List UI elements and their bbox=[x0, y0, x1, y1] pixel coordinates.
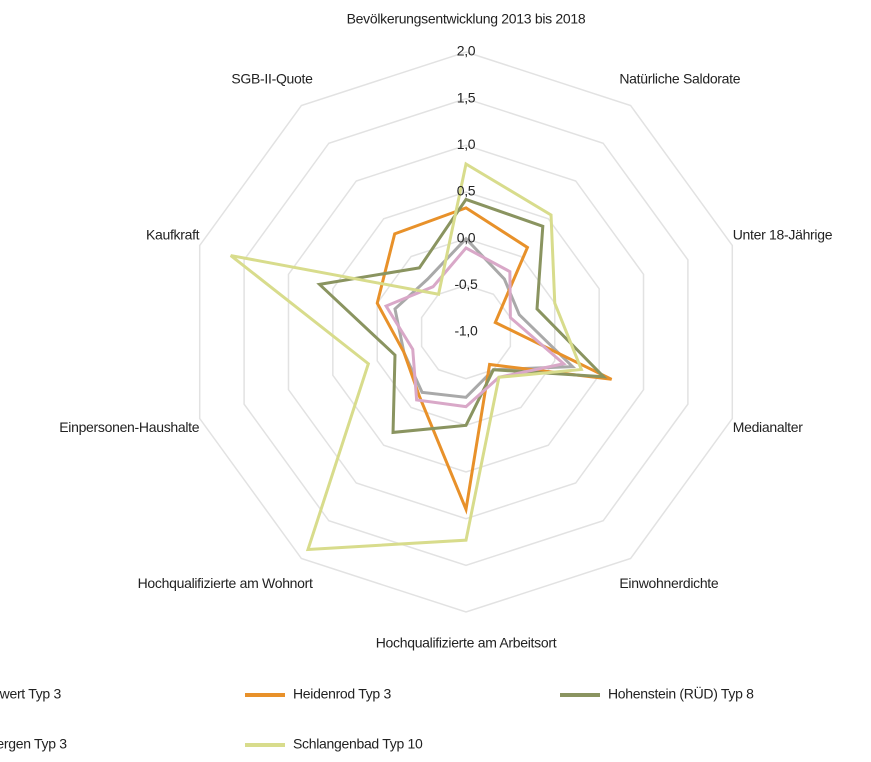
axis-label: Unter 18-Jährige bbox=[733, 226, 833, 242]
axis-label: Natürliche Saldorate bbox=[619, 70, 740, 86]
r-tick-label: 1,0 bbox=[457, 136, 476, 152]
grid-ring bbox=[287, 144, 645, 520]
r-tick-label: -1,0 bbox=[455, 323, 478, 339]
r-tick-label: 0,5 bbox=[457, 183, 476, 199]
legend-label: Aarbergen Typ 3 bbox=[0, 736, 67, 752]
legend-label: Schlangenbad Typ 10 bbox=[293, 736, 423, 752]
axis-label: Hochqualifizierte am Wohnort bbox=[138, 575, 313, 591]
r-tick-label: 1,5 bbox=[457, 89, 476, 105]
r-tick-label: -0,5 bbox=[455, 276, 478, 292]
grid-ring bbox=[198, 51, 734, 613]
legend-label: Heidenrod Typ 3 bbox=[293, 686, 391, 702]
axis-label: Medianalter bbox=[733, 419, 803, 435]
series-line bbox=[375, 206, 613, 515]
grid-ring bbox=[243, 97, 689, 567]
axis-label: SGB-II-Quote bbox=[231, 70, 313, 86]
legend-label: Mittelwert Typ 3 bbox=[0, 686, 61, 702]
axis-label: Einpersonen-Haushalte bbox=[59, 419, 200, 435]
axis-label: Hochqualifizierte am Arbeitsort bbox=[376, 635, 557, 651]
grid-ring bbox=[332, 191, 600, 473]
axis-label: Bevölkerungsentwicklung 2013 bis 2018 bbox=[347, 11, 586, 27]
r-tick-label: 2,0 bbox=[457, 43, 476, 59]
legend-label: Hohenstein (RÜD) Typ 8 bbox=[608, 685, 754, 702]
axis-label: Kaufkraft bbox=[146, 226, 200, 242]
axis-label: Einwohnerdichte bbox=[619, 575, 719, 591]
grid-ring bbox=[420, 284, 512, 380]
series-line bbox=[383, 246, 567, 409]
r-tick-label: 0,0 bbox=[457, 229, 476, 245]
series-line bbox=[229, 161, 584, 552]
